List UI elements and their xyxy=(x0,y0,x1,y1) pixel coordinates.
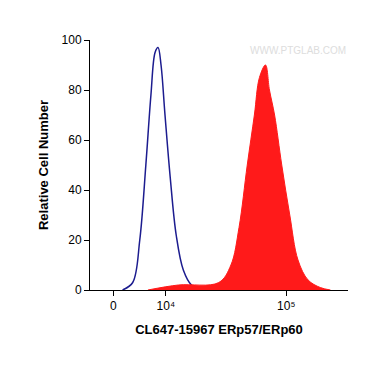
svg-text:10⁵: 10⁵ xyxy=(277,299,295,313)
svg-text:60: 60 xyxy=(68,133,82,147)
svg-text:80: 80 xyxy=(68,83,82,97)
svg-text:0: 0 xyxy=(75,283,82,297)
svg-text:WWW.PTGLAB.COM: WWW.PTGLAB.COM xyxy=(250,45,346,56)
svg-text:20: 20 xyxy=(68,233,82,247)
svg-text:CL647-15967 ERp57/ERp60: CL647-15967 ERp57/ERp60 xyxy=(135,322,303,337)
svg-text:Relative Cell Number: Relative Cell Number xyxy=(36,100,51,230)
svg-text:0: 0 xyxy=(110,299,117,313)
svg-text:10⁴: 10⁴ xyxy=(157,299,176,313)
svg-text:40: 40 xyxy=(68,183,82,197)
svg-text:100: 100 xyxy=(62,33,82,47)
